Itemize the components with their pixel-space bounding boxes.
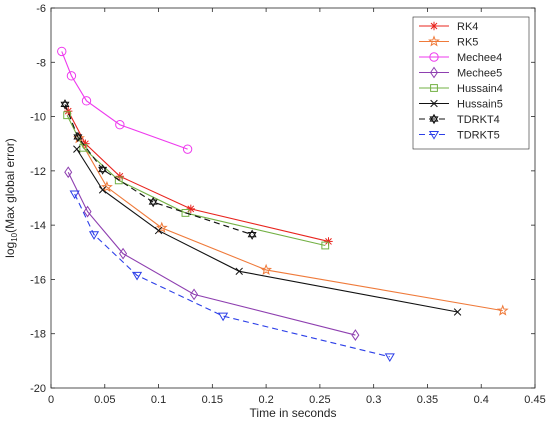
legend-label: TDRKT4 — [457, 114, 500, 126]
series-hussain5 — [73, 145, 462, 316]
data-point-mechee4 — [66, 71, 77, 81]
x-tick-label: 0.3 — [366, 394, 381, 406]
y-tick-label: -8 — [36, 57, 46, 69]
data-point-tdrkt5 — [69, 190, 80, 200]
data-point-tdrkt4 — [73, 131, 83, 143]
y-axis-title-suffix: (Max global error) — [3, 138, 17, 233]
legend-label: RK5 — [457, 37, 478, 49]
legend-marker — [428, 35, 440, 47]
data-point-hussain5 — [98, 186, 107, 194]
series-line-mechee4 — [61, 51, 188, 150]
y-tick-label: -6 — [36, 3, 46, 15]
series-line-mechee5 — [67, 171, 356, 336]
data-point-mechee5 — [83, 205, 92, 218]
data-point-tdrkt4 — [247, 229, 257, 240]
x-tick-label: 0.15 — [202, 394, 223, 406]
series-mechee4 — [57, 46, 193, 154]
legend-entry-mechee4: Mechee4 — [419, 52, 502, 64]
legend-marker — [429, 52, 439, 62]
y-tick-label: -12 — [30, 166, 46, 178]
legend-entry-tdrkt5: TDRKT5 — [419, 130, 500, 142]
legend-marker — [428, 131, 440, 140]
data-point-tdrkt4 — [98, 164, 108, 175]
data-point-hussain4 — [114, 176, 123, 185]
data-point-hussain5 — [453, 308, 462, 316]
legend-label: Hussain5 — [457, 99, 503, 111]
y-axis-title-subscript: 10 — [10, 232, 19, 241]
data-point-mechee4 — [182, 144, 193, 154]
x-tick-label: 0.1 — [151, 394, 166, 406]
data-point-hussain4 — [181, 209, 190, 217]
data-point-mechee5 — [64, 166, 73, 179]
legend-marker — [429, 113, 439, 125]
series-mechee5 — [64, 166, 360, 341]
legend-marker — [429, 21, 439, 31]
legend-box — [412, 16, 530, 150]
data-point-hussain5 — [73, 145, 81, 153]
data-point-tdrkt5 — [218, 312, 229, 322]
legend-marker — [430, 99, 438, 108]
data-point-mechee5 — [351, 329, 360, 341]
x-tick-label: 0.35 — [417, 394, 438, 406]
legend-label: RK4 — [457, 21, 478, 33]
series-line-tdrkt5 — [74, 193, 390, 358]
y-tick-label: -18 — [30, 329, 46, 341]
x-tick-label: 0.4 — [474, 394, 489, 406]
legend-entry-hussain4: Hussain4 — [419, 83, 503, 95]
legend-label: TDRKT5 — [457, 130, 500, 142]
legend-marker — [429, 66, 439, 79]
legend-entry-tdrkt4: TDRKT4 — [419, 113, 500, 126]
axes-layer: 0 0.05 0.1 0.15 0.2 0.25 0.3 0.35 0.4 0.45 -20 -18 -… — [30, 3, 546, 406]
legend-entry-rk4: RK4 — [419, 21, 478, 33]
y-axis-title-prefix: log — [3, 242, 17, 258]
data-point-hussain5 — [235, 267, 243, 275]
data-point-rk5 — [496, 304, 509, 316]
data-point-tdrkt5 — [131, 271, 143, 281]
data-point-hussain4 — [321, 241, 330, 250]
series-tdrkt4 — [60, 99, 257, 240]
x-tick-label: 0 — [48, 394, 54, 406]
data-point-mechee5 — [119, 247, 128, 260]
y-tick-label: -16 — [30, 274, 46, 286]
data-point-hussain5 — [154, 226, 163, 235]
legend-entry-mechee5: Mechee5 — [419, 66, 502, 80]
legend-label: Mechee4 — [457, 52, 502, 64]
x-tick-label: 0.25 — [309, 394, 330, 406]
series-line-tdrkt4 — [64, 104, 253, 236]
y-tick-label: -10 — [30, 112, 46, 124]
y-tick-label: -20 — [30, 383, 46, 395]
series-tdrkt5 — [69, 190, 395, 362]
data-point-mechee4 — [115, 120, 125, 130]
data-point-tdrkt4 — [60, 99, 70, 110]
x-axis-title: Time in seconds — [250, 406, 337, 420]
legend-entry-rk5: RK5 — [419, 35, 478, 49]
data-point-mechee5 — [190, 288, 199, 301]
y-tick-label: -14 — [30, 220, 46, 232]
data-point-rk5 — [101, 180, 113, 193]
y-axis-title: log10(Max global error) — [3, 138, 19, 258]
data-point-tdrkt5 — [88, 231, 100, 240]
legend-entry-hussain5: Hussain5 — [419, 99, 503, 111]
data-point-tdrkt5 — [384, 353, 395, 362]
series-layer — [57, 46, 509, 362]
legend-label: Mechee5 — [457, 68, 502, 80]
data-point-rk5 — [155, 221, 168, 233]
x-tick-label: 0.2 — [258, 394, 273, 406]
data-point-rk4 — [186, 204, 196, 214]
data-point-rk5 — [260, 263, 273, 275]
data-point-hussain4 — [63, 111, 72, 120]
legend-label: Hussain4 — [457, 83, 503, 95]
data-point-mechee4 — [81, 96, 92, 106]
x-tick-label: 0.05 — [94, 394, 115, 406]
data-point-tdrkt4 — [148, 196, 158, 208]
legend-marker — [430, 84, 438, 92]
x-tick-label: 0.45 — [524, 394, 545, 406]
legend: RK4 RK5 Mechee4 Mechee5 Hussain4 Hussain5 TDRK… — [412, 16, 530, 150]
data-point-mechee4 — [57, 46, 67, 57]
